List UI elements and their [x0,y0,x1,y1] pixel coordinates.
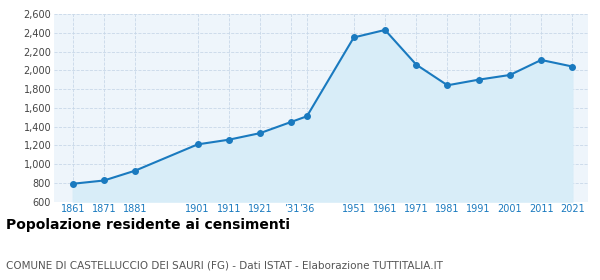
Point [99,178,109,183]
Point [302,114,312,118]
Point [443,83,452,88]
Point [380,28,390,32]
Point [505,73,515,77]
Point [568,64,577,69]
Text: COMUNE DI CASTELLUCCIO DEI SAURI (FG) - Dati ISTAT - Elaborazione TUTTITALIA.IT: COMUNE DI CASTELLUCCIO DEI SAURI (FG) - … [6,260,443,270]
Point [224,137,233,142]
Point [193,142,202,147]
Point [536,58,546,62]
Text: Popolazione residente ai censimenti: Popolazione residente ai censimenti [6,218,290,232]
Point [256,131,265,135]
Point [68,181,77,186]
Point [349,35,359,40]
Point [412,62,421,67]
Point [130,168,140,173]
Point [474,77,484,82]
Point [287,120,296,124]
